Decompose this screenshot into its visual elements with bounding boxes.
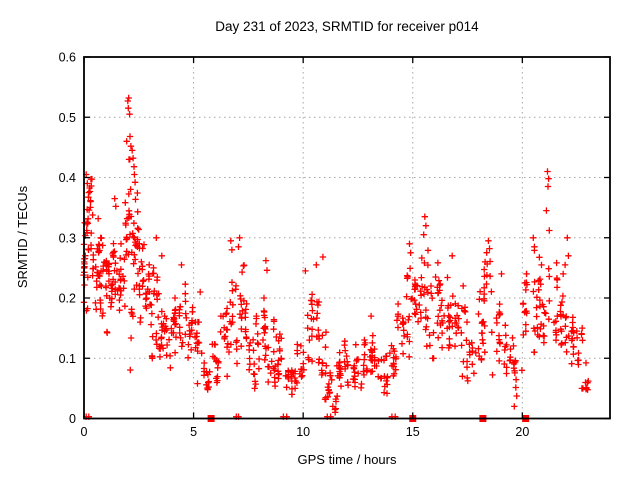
x-tick-label: 5 — [190, 425, 197, 439]
chart-title: Day 231 of 2023, SRMTID for receiver p01… — [215, 19, 479, 34]
y-tick-label: 0 — [69, 412, 76, 426]
y-tick-label: 0.4 — [59, 171, 76, 185]
x-axis-label: GPS time / hours — [298, 452, 397, 467]
x-tick-label: 15 — [406, 425, 420, 439]
x-tick-label: 20 — [515, 425, 529, 439]
y-tick-label: 0.1 — [59, 352, 76, 366]
tick-labels: 0 5 10 15 20 0 0.1 0.2 0.3 0.4 0.5 0.6 — [59, 51, 530, 440]
x-tick-label: 0 — [81, 425, 88, 439]
y-tick-label: 0.5 — [59, 111, 76, 125]
y-tick-label: 0.6 — [59, 51, 76, 65]
y-tick-label: 0.2 — [59, 292, 76, 306]
plot-frame — [83, 56, 611, 420]
y-tick-label: 0.3 — [59, 231, 76, 245]
grid-lines — [84, 57, 610, 419]
x-tick-label: 10 — [296, 425, 310, 439]
y-axis-label: SRMTID / TECUs — [15, 185, 30, 288]
